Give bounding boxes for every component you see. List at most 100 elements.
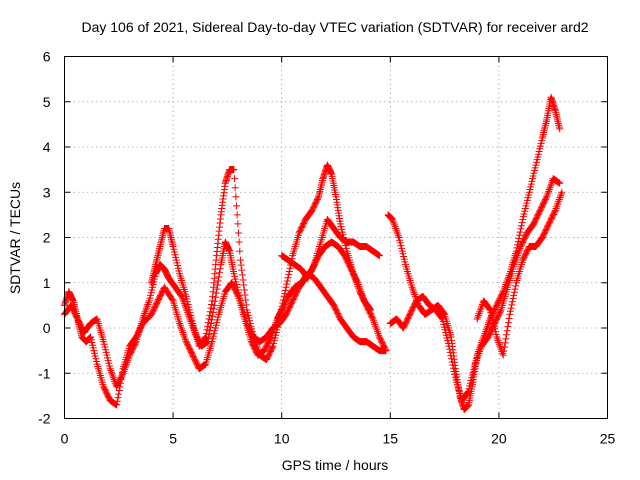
data-point: [551, 208, 559, 216]
x-tick-label: 15: [383, 431, 399, 447]
data-point: [124, 355, 132, 363]
data-point: [450, 367, 458, 375]
data-point: [474, 313, 482, 321]
data-point: [493, 335, 501, 343]
data-point: [555, 195, 563, 203]
x-tick-label: 20: [491, 431, 507, 447]
data-point: [476, 308, 484, 316]
y-tick-label: 0: [43, 320, 51, 336]
data-point: [557, 192, 565, 200]
data-point: [445, 342, 453, 350]
data-point: [285, 267, 293, 275]
data-point: [382, 347, 390, 355]
data-point: [473, 315, 481, 323]
data-point: [237, 261, 245, 269]
data-point: [206, 311, 214, 319]
data-point: [476, 346, 484, 354]
data-point: [556, 125, 564, 133]
series-track-d: [278, 215, 383, 282]
data-point: [178, 325, 186, 333]
data-point: [355, 286, 363, 294]
data-point: [251, 338, 259, 346]
data-point: [447, 352, 455, 360]
data-point: [114, 394, 122, 402]
data-point: [516, 231, 524, 239]
data-point: [281, 290, 289, 298]
data-point: [500, 347, 508, 355]
data-point: [472, 358, 480, 366]
data-point: [392, 226, 400, 234]
data-point: [204, 319, 212, 327]
data-point: [285, 271, 293, 279]
data-point: [355, 284, 363, 292]
data-point: [206, 308, 214, 316]
data-point: [514, 250, 522, 258]
data-point: [411, 291, 419, 299]
data-point: [551, 206, 559, 214]
x-tick-label: 10: [274, 431, 290, 447]
y-tick-label: -2: [38, 411, 51, 427]
data-point: [411, 292, 419, 300]
data-point: [108, 370, 116, 378]
data-point: [254, 346, 262, 354]
data-point: [120, 367, 128, 375]
data-point: [231, 175, 239, 183]
data-point: [473, 355, 481, 363]
data-point: [513, 252, 521, 260]
data-point: [178, 327, 186, 335]
data-point: [554, 199, 562, 207]
data-point: [496, 307, 504, 315]
data-point: [207, 304, 215, 312]
data-point: [485, 304, 493, 312]
data-point: [372, 322, 380, 330]
data-point: [352, 277, 360, 285]
data-point: [242, 301, 250, 309]
data-point: [474, 353, 482, 361]
grid-lines: [64, 56, 608, 419]
data-point: [509, 295, 517, 303]
data-point: [474, 351, 482, 359]
data-point: [477, 304, 485, 312]
data-point: [503, 327, 511, 335]
data-point: [204, 322, 212, 330]
data-point: [121, 364, 129, 372]
data-point: [140, 311, 148, 319]
data-point: [208, 300, 216, 308]
data-point: [203, 326, 211, 334]
data-point: [408, 283, 416, 291]
data-point: [515, 248, 523, 256]
data-point: [109, 372, 117, 380]
data-point: [508, 298, 516, 306]
data-point: [448, 358, 456, 366]
data-point: [507, 304, 515, 312]
data-point: [516, 244, 524, 252]
data-point: [283, 280, 291, 288]
data-point: [124, 357, 132, 365]
data-point: [493, 333, 501, 341]
series-track-g: [473, 188, 566, 359]
data-point: [249, 333, 257, 341]
data-point: [282, 283, 290, 291]
data-point: [354, 282, 362, 290]
data-point: [252, 340, 260, 348]
data-point: [371, 320, 379, 328]
x-axis-ticks: 0 5 10 15 20 25: [61, 56, 615, 447]
data-point: [119, 369, 127, 377]
data-point: [478, 302, 486, 310]
data-point: [106, 365, 114, 373]
data-point: [233, 211, 241, 219]
data-point: [283, 277, 291, 285]
data-point: [215, 273, 223, 281]
data-point: [506, 307, 514, 315]
data-point: [503, 331, 511, 339]
data-point: [518, 219, 526, 227]
series-track-f: [386, 175, 564, 404]
data-point: [370, 319, 378, 327]
data-point: [202, 329, 210, 337]
data-point: [253, 342, 261, 350]
data-point: [556, 179, 564, 187]
data-point: [141, 310, 149, 318]
data-point: [544, 189, 552, 197]
data-point: [120, 366, 128, 374]
data-point: [234, 229, 242, 237]
